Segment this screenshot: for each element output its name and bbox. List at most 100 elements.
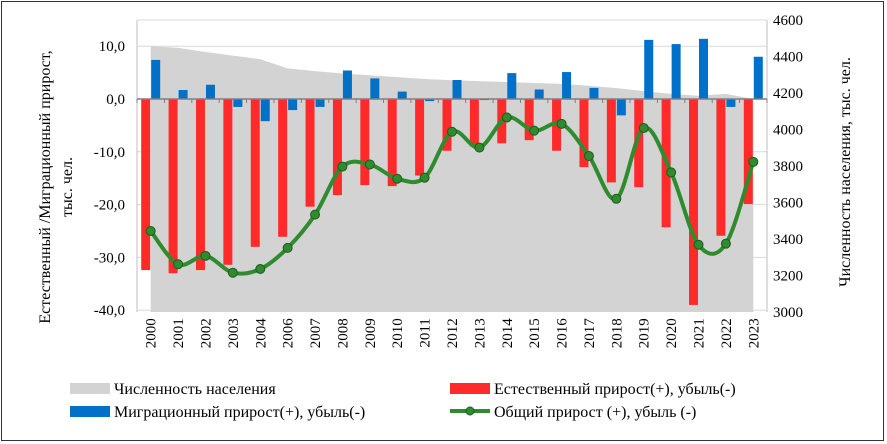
natural-growth-bar (278, 99, 288, 237)
total-growth-curve (149, 115, 756, 276)
migration-growth-bar (671, 44, 681, 99)
natural-growth-bar (469, 99, 479, 147)
x-tick-label: 2010 (390, 318, 406, 348)
left-tick-label: -40,0 (94, 303, 125, 319)
right-tick-label: 3800 (773, 159, 803, 175)
migration-growth-bar (233, 99, 243, 107)
right-tick-label: 4400 (773, 50, 803, 66)
total-growth-marker (501, 112, 512, 123)
legend-swatch-population (70, 383, 110, 394)
migration-growth-bar (260, 99, 270, 122)
x-tick-label: 2011 (418, 318, 434, 347)
total-growth-marker (474, 142, 485, 153)
total-growth-marker (720, 238, 731, 249)
total-growth-marker (310, 209, 321, 220)
right-tick-label: 4600 (773, 13, 803, 29)
total-growth-marker (419, 172, 430, 183)
migration-growth-bar (644, 39, 654, 99)
natural-growth-bar (606, 99, 616, 183)
x-tick-label: 2021 (692, 318, 708, 348)
natural-growth-bar (250, 99, 260, 247)
natural-growth-bar (223, 99, 233, 265)
natural-growth-bar (168, 99, 178, 274)
natural-growth-bar (387, 99, 397, 187)
right-tick-label: 4000 (773, 123, 803, 139)
migration-growth-bar (616, 99, 626, 116)
total-growth-marker (200, 250, 211, 261)
x-tick-label: 2008 (335, 318, 351, 348)
x-tick-label: 2006 (281, 318, 297, 349)
left-tick-label: -20,0 (94, 198, 125, 214)
total-growth-marker (693, 239, 704, 250)
natural-growth-bar (360, 99, 370, 186)
total-growth-marker (529, 125, 540, 136)
migration-growth-bar (151, 59, 161, 99)
population-area (150, 46, 754, 312)
x-tick-label: 2016 (555, 318, 571, 349)
x-tick-label: 2019 (637, 318, 653, 348)
x-tick-label: 2015 (527, 318, 543, 348)
left-tick-label: -30,0 (94, 250, 125, 266)
total-growth-marker (638, 123, 649, 134)
total-growth-marker (227, 267, 238, 278)
right-tick-label: 4200 (773, 86, 803, 102)
total-growth-marker (364, 159, 375, 170)
migration-growth-bar (425, 99, 435, 102)
migration-growth-bar (562, 72, 572, 99)
x-tick-label: 2007 (308, 318, 324, 349)
total-growth-marker (145, 226, 156, 236)
natural-growth-bar (743, 99, 753, 205)
x-tick-label: 2023 (746, 318, 762, 348)
natural-growth-bar (689, 99, 699, 305)
right-tick-label: 3600 (773, 196, 803, 212)
axes (136, 20, 768, 312)
migration-growth-bar (342, 70, 352, 99)
migration-growth-bar (370, 78, 380, 99)
x-tick-label: 2020 (664, 318, 680, 348)
migration-growth-bar (315, 99, 325, 107)
migration-growth-bar (452, 79, 462, 99)
migration-growth-bar (699, 38, 709, 99)
natural-growth-bar (332, 99, 342, 196)
x-tick-label: 2014 (500, 318, 516, 349)
natural-growth-bar (141, 99, 151, 271)
x-tick-label: 2003 (226, 318, 242, 348)
natural-growth-bar (634, 99, 644, 188)
total-growth-marker (666, 167, 677, 178)
x-tick-label: 2001 (171, 318, 187, 348)
total-growth-line (145, 112, 759, 278)
x-tick-label: 2022 (719, 318, 735, 348)
right-axis-title: Численность населения, тыс. чел. (837, 57, 854, 287)
x-tick-label: 2002 (198, 318, 214, 348)
total-growth-marker (392, 173, 403, 184)
migration-growth-bar (534, 89, 544, 99)
total-growth-marker (447, 126, 457, 137)
migration-growth-bar (178, 90, 188, 99)
migration-growth-bar (507, 73, 517, 99)
total-growth-marker (748, 156, 759, 167)
migration-growth-bar (205, 84, 215, 99)
legend-label-natural: Естественный прирост(+), убыль(-) (494, 381, 736, 398)
x-tick-label: 2017 (582, 318, 598, 349)
migration-growth-bar (397, 91, 407, 99)
total-growth-marker (611, 193, 622, 204)
natural-growth-bar (195, 99, 205, 271)
legend-swatch-migration (70, 406, 110, 417)
population-area-fill (150, 46, 754, 312)
x-tick-label: 2009 (363, 318, 379, 348)
x-tick-label: 2000 (144, 318, 160, 348)
left-tick-label: 10,0 (99, 39, 125, 55)
total-growth-marker (583, 151, 594, 162)
migration-growth-bar (726, 99, 736, 107)
migration-growth-bar (589, 87, 599, 99)
natural-growth-bar (442, 99, 452, 151)
total-growth-marker (282, 242, 293, 253)
right-tick-label: 3400 (773, 232, 803, 248)
natural-growth-bar (579, 99, 589, 168)
legend-label-migration: Миграционный прирост(+), убыль(-) (114, 404, 365, 421)
legend: Численность населения Естественный приро… (70, 381, 736, 421)
left-tick-label: 0,0 (106, 92, 125, 108)
legend-swatch-natural (450, 383, 490, 394)
